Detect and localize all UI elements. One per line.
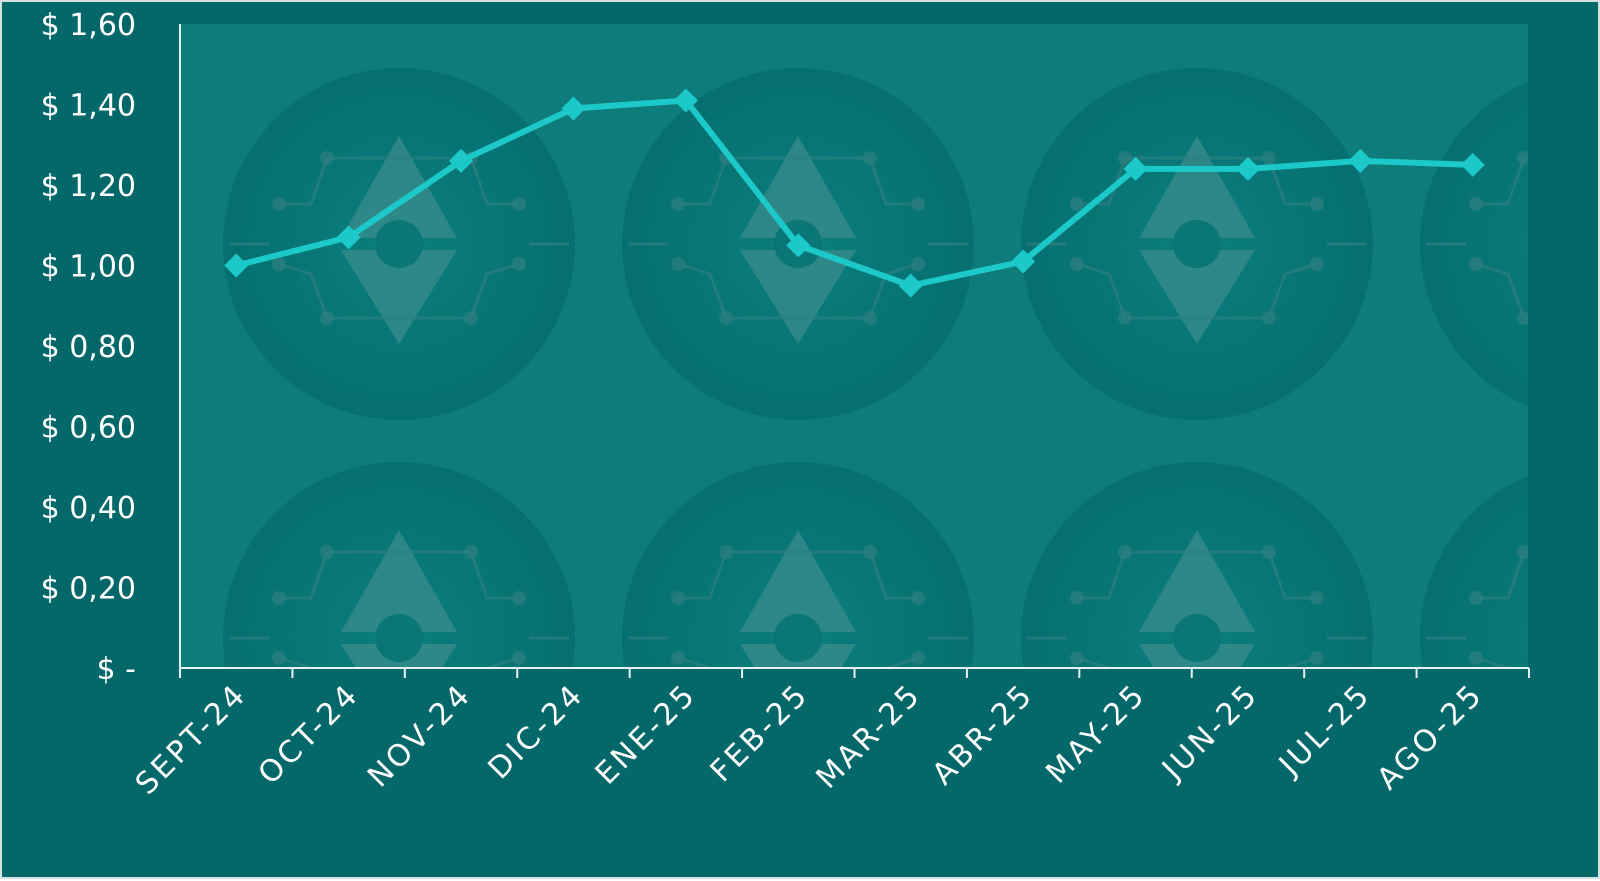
data-point xyxy=(786,233,811,258)
y-tick-label: $ 0,80 xyxy=(41,330,136,365)
watermark-coin xyxy=(622,462,974,667)
x-tick-label: AGO-25 xyxy=(1370,677,1490,797)
x-tick-label: FEB-25 xyxy=(704,677,816,789)
data-point xyxy=(1123,156,1148,181)
x-tick-label: NOV-24 xyxy=(361,677,479,795)
y-tick-label: $ 0,20 xyxy=(41,572,136,607)
y-tick-label: $ 0,40 xyxy=(41,491,136,526)
y-tick-label: $ 1,20 xyxy=(41,169,136,204)
x-tick-label: DIC-24 xyxy=(482,677,592,787)
x-tick-label: JUL-25 xyxy=(1271,677,1378,784)
y-axis-tick-labels: $ - $ 0,20 $ 0,40 $ 0,60 $ 0,80 $ 1,00 $ 1,20 $… xyxy=(41,8,136,687)
x-tick-label: MAY-25 xyxy=(1039,677,1153,791)
data-point xyxy=(1460,152,1485,177)
series-line xyxy=(233,97,1476,289)
data-point xyxy=(898,273,923,298)
series-group xyxy=(224,88,1485,298)
watermark-coin xyxy=(1420,475,1528,667)
watermark-coin xyxy=(1021,462,1373,667)
data-point xyxy=(673,88,698,113)
y-tick-label: $ 1,60 xyxy=(41,8,136,43)
data-point xyxy=(449,148,474,173)
x-tick-label: SEPT-24 xyxy=(129,677,254,802)
data-point xyxy=(1011,249,1036,274)
x-tick-label: ENE-25 xyxy=(589,677,704,792)
y-tick-label: $ 1,40 xyxy=(41,89,136,124)
data-point xyxy=(561,96,586,121)
x-tick-label: JUN-25 xyxy=(1154,677,1265,788)
data-point xyxy=(224,253,249,278)
x-tick-label: OCT-24 xyxy=(252,677,367,792)
y-tick-label: $ 1,00 xyxy=(41,250,136,285)
y-tick-label: $ 0,60 xyxy=(41,411,136,446)
x-tick-label: MAR-25 xyxy=(810,677,929,796)
y-tick-label: $ - xyxy=(97,652,136,687)
x-axis-tick-marks xyxy=(179,668,1530,678)
watermark-coin xyxy=(223,462,575,667)
data-point xyxy=(336,225,361,250)
watermark-coin xyxy=(1021,68,1373,420)
data-point xyxy=(1235,156,1260,181)
watermark-coin xyxy=(223,68,575,420)
x-tick-label: ABR-25 xyxy=(926,677,1041,792)
data-point xyxy=(1348,148,1373,173)
